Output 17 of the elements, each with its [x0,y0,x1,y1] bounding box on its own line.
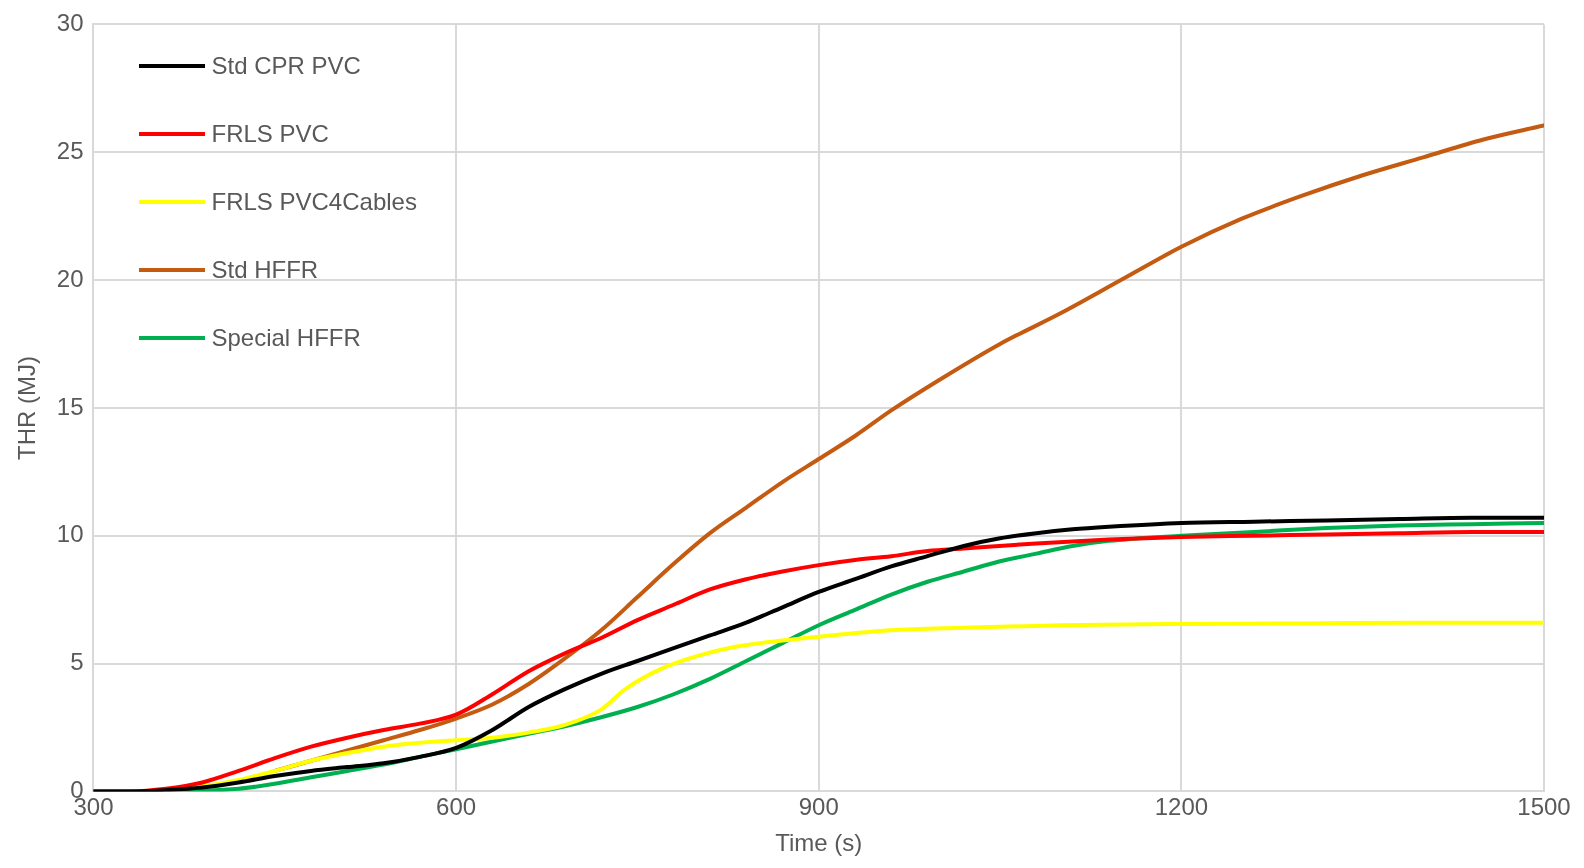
y-tick-label: 15 [56,392,84,420]
legend-label: Std HFFR [211,256,319,285]
y-tick-label: 20 [56,264,84,292]
y-axis-title: THR (MJ) [13,355,41,460]
x-tick-label: 600 [436,793,477,821]
legend-label: FRLS PVC [211,120,329,149]
y-tick-label: 25 [56,136,84,164]
y-tick-label: 10 [56,520,84,548]
y-tick-label: 5 [70,648,84,676]
x-tick-label: 1500 [1517,793,1571,821]
legend-label: Special HFFR [211,324,361,353]
x-axis-title: Time (s) [775,829,863,857]
x-tick-label: 900 [798,793,839,821]
legend-label: Std CPR PVC [211,52,361,81]
x-tick-label: 1200 [1154,793,1209,821]
y-tick-label: 30 [56,9,84,37]
legend-label: FRLS PVC4Cables [211,188,417,217]
